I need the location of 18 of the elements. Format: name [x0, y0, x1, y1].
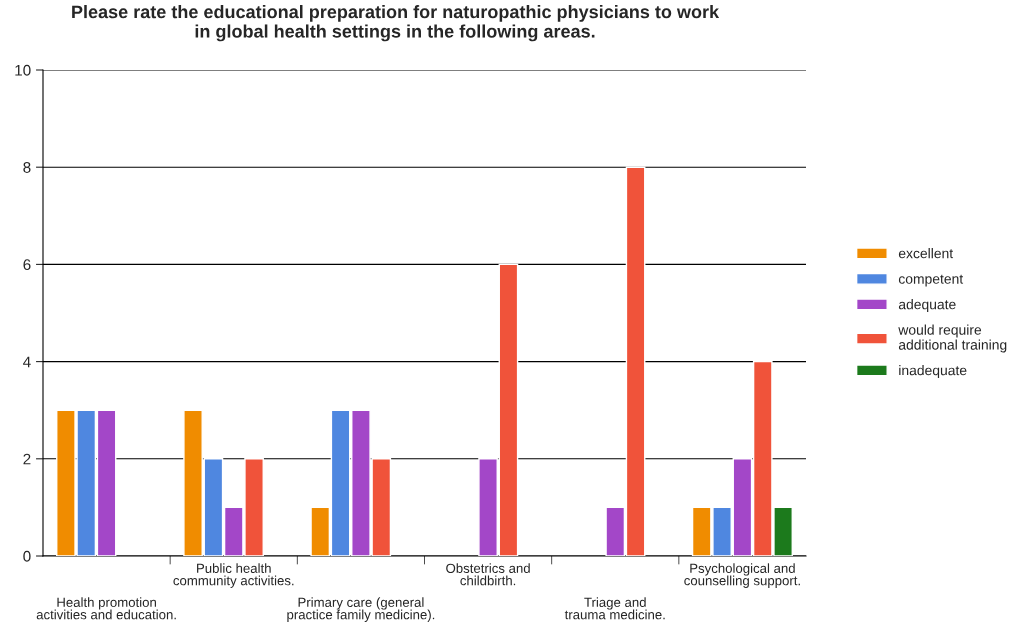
y-tick-label: 0: [23, 550, 31, 562]
legend-label: would require additional training: [898, 324, 1007, 353]
legend-label: excellent: [898, 248, 954, 259]
x-tick-label: Obstetrics and childbirth.: [446, 563, 530, 586]
x-tick-label: Primary care (general practice family medicine).: [287, 597, 435, 622]
y-tick-label: 6: [23, 259, 31, 271]
legend-label: competent: [898, 274, 964, 287]
x-tick-label: Health promotion activities and education.: [36, 597, 176, 620]
y-tick-label: 4: [23, 356, 31, 368]
x-tick-label: Public health community activities.: [173, 563, 294, 588]
x-tick-label: Triage and trauma medicine.: [564, 597, 665, 620]
x-tick-label: Psychological and counselling support.: [684, 563, 800, 588]
y-tick-label: 8: [23, 162, 31, 173]
legend-label: inadequate: [899, 365, 967, 378]
chart-title: Please rate the educational preparation for naturopathic physicians to work in global health settings in the following areas.: [72, 5, 720, 42]
legend-label: adequate: [898, 299, 956, 313]
y-tick-label: 2: [23, 453, 31, 465]
y-tick-label: 10: [15, 64, 31, 76]
